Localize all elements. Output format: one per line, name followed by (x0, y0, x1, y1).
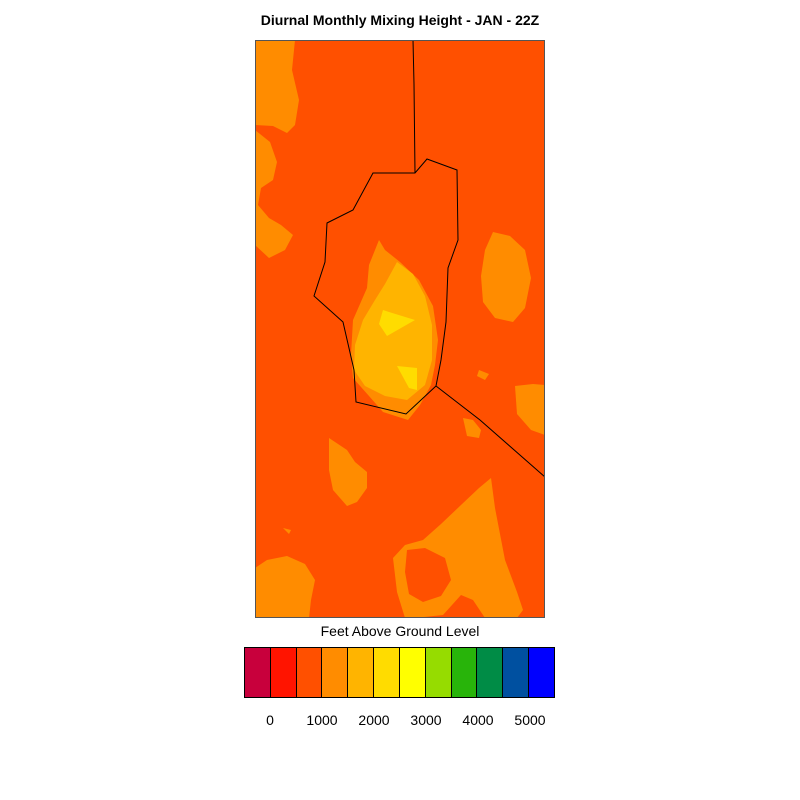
boundary-lines (313, 40, 545, 478)
colorbar-swatch (296, 648, 323, 697)
colorbar-swatch (399, 648, 426, 697)
colorbar-swatch (374, 648, 400, 697)
contour-bottom-left (255, 556, 315, 618)
contour-level-yellow (379, 310, 417, 390)
colorbar-swatch (425, 648, 452, 697)
contour-right-edge (515, 384, 545, 435)
colorbar-swatch (451, 648, 478, 697)
boundary-north (412, 40, 416, 174)
contour-right-small (477, 370, 489, 380)
contour-small-blob (463, 418, 481, 438)
contour-top-left (255, 40, 299, 133)
colorbar-swatch (322, 648, 349, 697)
colorbar-tick-label: 2000 (358, 712, 390, 728)
colorbar-swatch (348, 648, 375, 697)
contour-left-mid (255, 130, 293, 258)
colorbar-tick-label: 5000 (514, 712, 546, 728)
colorbar-swatch (529, 648, 554, 697)
colorbar-tick-label: 1000 (306, 712, 338, 728)
colorbar-swatch (477, 648, 504, 697)
colorbar-tick-label: 4000 (462, 712, 494, 728)
colorbar-swatch (245, 648, 271, 697)
colorbar-tick-label: 0 (266, 712, 274, 728)
colorbar-swatch (270, 648, 297, 697)
contour-yellow-upper (379, 310, 415, 336)
contour-map (255, 40, 545, 618)
chart-title: Diurnal Monthly Mixing Height - JAN - 22… (260, 12, 540, 28)
contour-bottom-center (329, 438, 367, 506)
boundary-region (313, 158, 459, 415)
colorbar-tick-label: 3000 (410, 712, 442, 728)
colorbar (244, 647, 555, 698)
contour-map-svg (255, 40, 545, 618)
map-frame (255, 40, 545, 618)
colorbar-swatch (503, 648, 530, 697)
boundary-southeast (435, 385, 545, 478)
colorbar-label: Feet Above Ground Level (320, 623, 480, 639)
contour-yellow-lower (397, 366, 417, 390)
colorbar-tick-labels: 0 1000 2000 3000 4000 5000 (0, 712, 800, 730)
contour-tiny (283, 528, 291, 534)
contour-bottom-hole (405, 548, 451, 602)
contour-right-mid (481, 232, 531, 322)
